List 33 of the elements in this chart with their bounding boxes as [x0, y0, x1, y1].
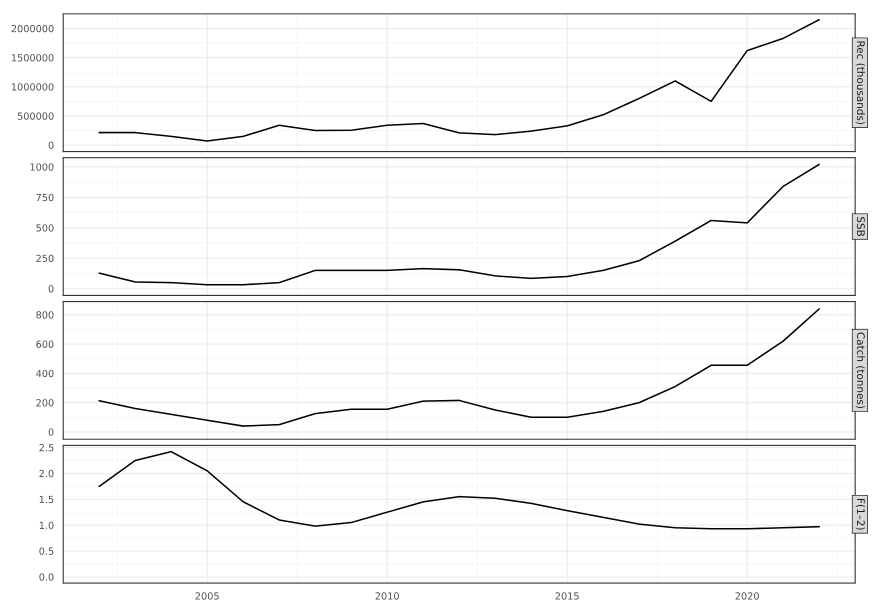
y-tick-label: 1.5 [40, 496, 54, 504]
line-series [98, 164, 820, 286]
text: F(1–2) [856, 499, 865, 530]
x-tick-label: 2005 [196, 592, 219, 600]
y-tick-label: 250 [36, 254, 54, 262]
text: Catch (tonnes) [856, 332, 865, 408]
y-tick-label: 2.0 [39, 470, 54, 478]
x-tick-label: 2020 [736, 592, 759, 600]
y-tick-label: 2.5 [39, 444, 54, 452]
y-tick-label: 0 [48, 142, 54, 149]
y-tick-label: 750 [36, 194, 54, 202]
y-tick-label: 1500000 [12, 54, 54, 62]
line-series [98, 18, 820, 142]
y-tick-label: 0 [48, 285, 54, 293]
y-tick-label: 1000000 [12, 83, 54, 91]
y-tick-label: 1.0 [40, 522, 54, 529]
y-tick-label: 200 [36, 399, 54, 406]
y-tick-label: 400 [36, 370, 54, 378]
y-tick-label: 0 [48, 428, 54, 436]
y-tick-label: 0.5 [39, 547, 54, 555]
y-tick-label: 2000000 [12, 24, 54, 32]
text: Rec (thousands) [856, 41, 865, 124]
x-tick-label: 2010 [376, 592, 399, 600]
x-tick-label: 2015 [556, 592, 579, 600]
y-tick-label: 500000 [18, 112, 54, 120]
y-tick-label: 0.0 [39, 573, 54, 581]
line-series [98, 450, 820, 530]
y-tick-label: 500 [36, 224, 54, 232]
y-tick-label: 1000 [30, 163, 54, 171]
y-tick-label: 800 [36, 311, 54, 319]
line-series [98, 308, 820, 427]
y-tick-label: 600 [36, 340, 54, 348]
text: SSB [856, 217, 865, 236]
